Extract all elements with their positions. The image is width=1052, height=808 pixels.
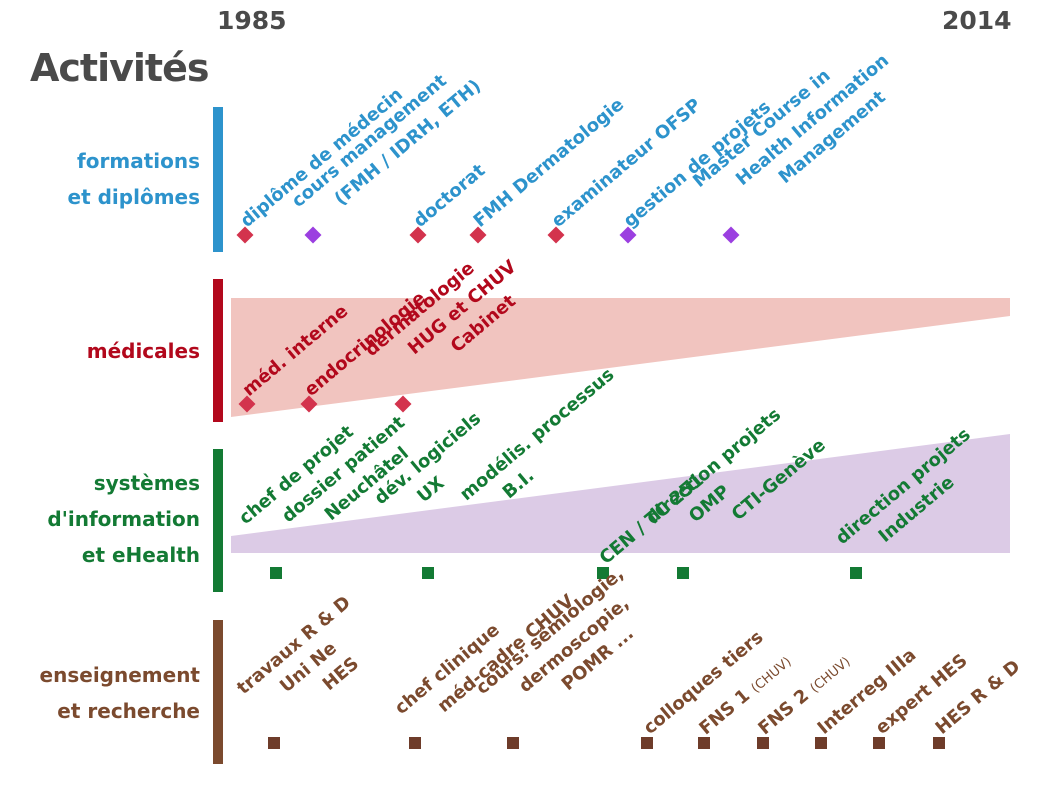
milestone-marker: [409, 737, 421, 749]
category-systemes: systèmes d'information et eHealth: [47, 465, 200, 573]
systemes-bar: [213, 449, 223, 592]
category-formations-line: formations: [77, 149, 200, 173]
formations-bar: [213, 107, 223, 252]
milestone-marker: [268, 737, 280, 749]
category-medicales: médicales: [87, 333, 200, 369]
category-enseignement-line: enseignement: [39, 663, 200, 687]
category-systemes-line: systèmes: [93, 471, 200, 495]
milestone-marker: [850, 567, 862, 579]
category-formations-line: et diplômes: [67, 185, 200, 209]
category-formations: formations et diplômes: [68, 143, 200, 215]
category-systemes-line: d'information: [47, 507, 200, 531]
category-systemes-line: et eHealth: [81, 543, 200, 567]
milestone-marker: [757, 737, 769, 749]
medicales-band: [231, 298, 1010, 417]
milestone-marker: [873, 737, 885, 749]
page-title: Activités: [30, 46, 209, 90]
start-year: 1985: [217, 6, 287, 35]
milestone-marker: [698, 737, 710, 749]
category-enseignement-line: et recherche: [57, 699, 200, 723]
milestone-marker: [933, 737, 945, 749]
end-year: 2014: [942, 6, 1012, 35]
milestone-marker: [815, 737, 827, 749]
medicales-bar: [213, 279, 223, 422]
milestone-marker: [641, 737, 653, 749]
enseignement-bar: [213, 620, 223, 764]
milestone-marker: [597, 567, 609, 579]
milestone-marker: [677, 567, 689, 579]
milestone-marker: [507, 737, 519, 749]
milestone-marker: [422, 567, 434, 579]
category-medicales-line: médicales: [86, 339, 200, 363]
category-enseignement: enseignement et recherche: [40, 657, 200, 729]
milestone-marker: [270, 567, 282, 579]
systemes-band: [231, 434, 1010, 553]
